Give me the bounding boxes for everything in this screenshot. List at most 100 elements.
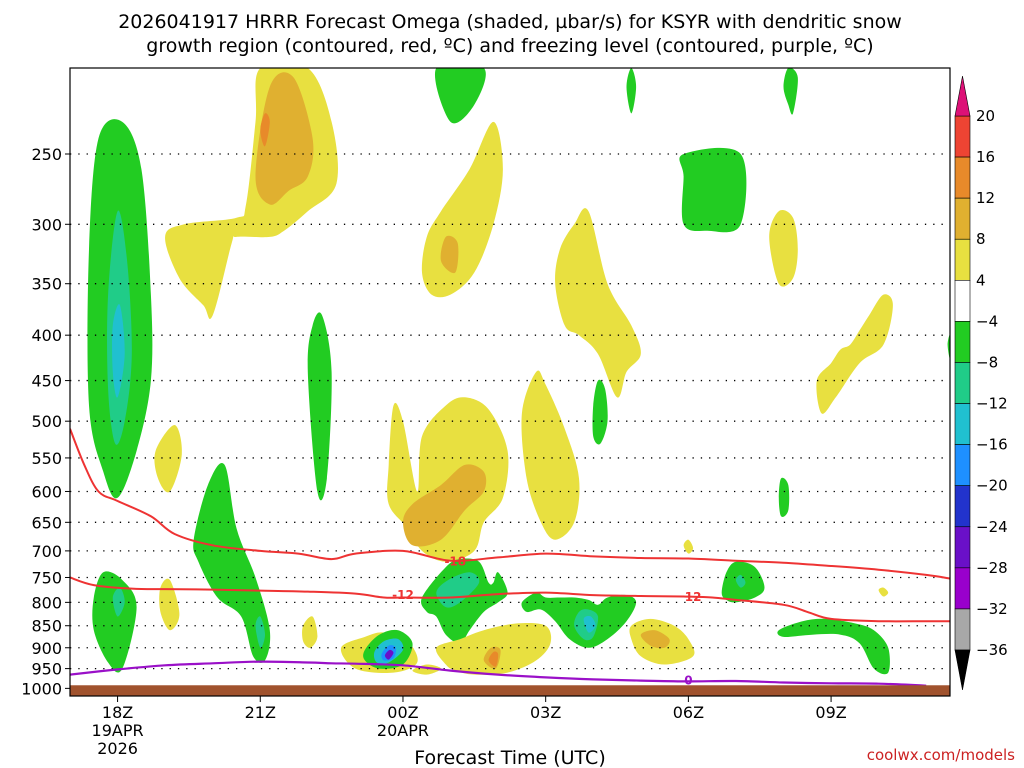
pressure-axis: 250 300 350 400 450 500 550 600 650 700 750 800 850 9… — [21, 145, 70, 698]
y-tick-label: 1000 — [21, 679, 62, 698]
colorbar-label: 16 — [976, 148, 995, 166]
colorbar-label: −28 — [976, 559, 1008, 577]
x-tick-date: 19APR — [92, 721, 144, 740]
colorbar-bottom-triangle — [954, 649, 971, 691]
y-tick-label: 450 — [31, 372, 62, 391]
omega-region — [154, 424, 182, 493]
omega-region — [679, 147, 747, 233]
omega-region — [302, 616, 318, 648]
omega-region — [384, 649, 394, 660]
dgz-contour-label: -12 — [392, 588, 414, 602]
omega-region — [112, 587, 125, 617]
y-tick-label: 550 — [31, 449, 62, 468]
omega-region — [436, 572, 480, 608]
omega-region — [783, 68, 798, 115]
colorbar-swatch — [954, 526, 971, 569]
omega-region — [488, 651, 499, 667]
x-tick-label: 18Z — [102, 703, 133, 722]
dgz-contour-line — [70, 428, 950, 580]
colorbar-swatch — [954, 608, 971, 651]
omega-region — [640, 630, 670, 649]
omega-region — [583, 616, 596, 633]
omega-region — [403, 464, 487, 547]
omega-region — [193, 463, 271, 663]
contour-layer: -18 -12 12 0 — [70, 428, 950, 688]
colorbar-label: −20 — [976, 477, 1008, 495]
plot-frame — [69, 67, 951, 697]
omega-region — [435, 68, 486, 124]
omega-region — [159, 578, 180, 631]
x-tick-label: 21Z — [245, 703, 276, 722]
ground — [70, 685, 950, 696]
credit-text: coolwx.com/models — [867, 746, 1015, 764]
omega-region — [878, 587, 889, 597]
colorbar-label: 8 — [976, 230, 986, 248]
omega-region — [307, 312, 332, 501]
y-tick-label: 600 — [31, 482, 62, 501]
y-tick-label: 350 — [31, 275, 62, 294]
y-tick-label: 300 — [31, 215, 62, 234]
x-tick-label: 06Z — [673, 703, 704, 722]
x-tick-label: 03Z — [530, 703, 561, 722]
omega-region — [440, 235, 459, 274]
freezing-level-line — [70, 660, 927, 687]
omega-region — [816, 294, 893, 414]
dgz-contour-line — [70, 576, 950, 623]
chart-title-line-1: 2026041917 HRRR Forecast Omega (shaded, … — [118, 11, 902, 33]
y-tick-label: 850 — [31, 617, 62, 636]
omega-region — [255, 616, 265, 648]
colorbar: 20 16 12 8 4 −4 −8 −12 −16 −20 −24 −28 −32 −36 — [954, 75, 1008, 691]
omega-region — [778, 477, 790, 517]
colorbar-swatch — [954, 403, 971, 445]
omega-region — [626, 68, 637, 114]
colorbar-label: −32 — [976, 600, 1008, 618]
freezing-level-label: 0 — [684, 674, 692, 688]
colorbar-label: −4 — [976, 312, 998, 330]
colorbar-label: −16 — [976, 436, 1008, 454]
ground-layer — [70, 685, 950, 696]
omega-region — [260, 113, 270, 147]
omega-region — [683, 539, 694, 554]
omega-region — [769, 209, 798, 287]
omega-region — [112, 304, 125, 398]
colorbar-label: −8 — [976, 353, 998, 371]
colorbar-label: 20 — [976, 107, 995, 125]
colorbar-swatch — [954, 238, 971, 281]
y-tick-label: 700 — [31, 542, 62, 561]
plot-area: -18 -12 12 0 — [70, 68, 950, 696]
y-tick-label: 250 — [31, 145, 62, 164]
colorbar-top-triangle — [954, 75, 971, 117]
colorbar-label: −24 — [976, 518, 1008, 536]
x-axis-label: Forecast Time (UTC) — [414, 747, 605, 768]
y-tick-label: 900 — [31, 639, 62, 658]
colorbar-swatch — [954, 280, 971, 322]
x-tick-label: 00Z — [387, 703, 418, 722]
omega-region — [777, 618, 890, 675]
omega-region — [592, 379, 608, 445]
y-tick-label: 800 — [31, 593, 62, 612]
omega-region — [255, 72, 314, 205]
colorbar-swatch — [954, 362, 971, 404]
colorbar-label: 4 — [976, 271, 986, 289]
colorbar-swatch — [954, 197, 971, 240]
dgz-contour-label: -18 — [444, 555, 466, 569]
colorbar-label: −36 — [976, 641, 1008, 659]
chart-title-line-2: growth region (contoured, red, ºC) and f… — [146, 35, 873, 57]
omega-region — [555, 208, 641, 398]
y-tick-label: 500 — [31, 412, 62, 431]
colorbar-swatch — [954, 115, 971, 158]
omega-region — [421, 558, 508, 644]
x-tick-date: 20APR — [377, 721, 429, 740]
dgz-contour-label: 12 — [685, 590, 702, 604]
colorbar-swatch — [954, 156, 971, 199]
y-tick-label: 950 — [31, 660, 62, 679]
omega-region — [521, 370, 580, 540]
y-tick-label: 650 — [31, 513, 62, 532]
colorbar-swatch — [954, 567, 971, 610]
y-tick-label: 750 — [31, 568, 62, 587]
omega-shading-layer — [87, 68, 950, 675]
colorbar-label: 12 — [976, 189, 995, 207]
colorbar-label: −12 — [976, 395, 1008, 413]
